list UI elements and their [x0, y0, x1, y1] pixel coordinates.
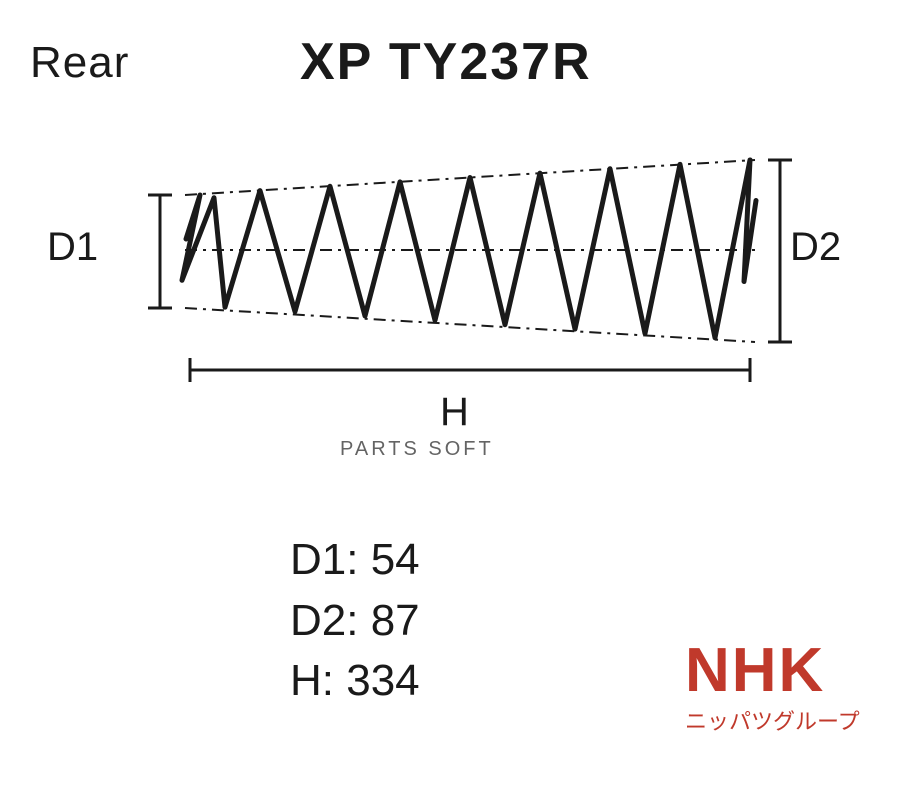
spring-shape	[182, 160, 756, 338]
dimension-label-h: H	[440, 390, 469, 435]
page: Rear XP TY237R D1 D2 H PARTS SOFT D1: 54…	[0, 0, 900, 788]
spec-label-d1: D1	[290, 535, 346, 584]
spec-label-h: H	[290, 656, 322, 705]
spec-row-d2: D2: 87	[290, 591, 420, 652]
spec-row-h: H: 334	[290, 651, 420, 712]
spring-diagram	[60, 120, 840, 410]
brand-logo-main: NHK	[685, 640, 860, 702]
brand-logo-sub: ニッパツグループ	[685, 704, 860, 736]
dimension-label-d2: D2	[790, 225, 841, 270]
spec-value-h: 334	[346, 656, 419, 705]
position-label: Rear	[30, 38, 129, 88]
spec-value-d2: 87	[371, 596, 420, 645]
spec-row-d1: D1: 54	[290, 530, 420, 591]
dimension-label-d1: D1	[47, 225, 98, 270]
dimension-lines	[148, 160, 792, 382]
watermark: PARTS SOFT	[340, 438, 494, 461]
spec-label-d2: D2	[290, 596, 346, 645]
part-number: XP TY237R	[300, 32, 592, 92]
brand-logo: NHK ニッパツグループ	[685, 640, 860, 736]
spec-value-d1: 54	[371, 535, 420, 584]
specs-block: D1: 54 D2: 87 H: 334	[290, 530, 420, 712]
